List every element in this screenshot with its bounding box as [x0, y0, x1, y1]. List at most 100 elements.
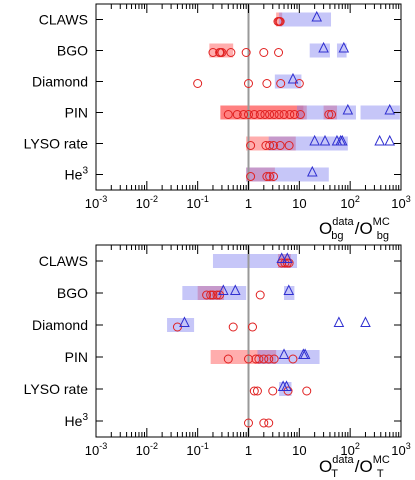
- point-circle-2: [274, 17, 284, 26]
- point-triangle-2: [338, 41, 350, 53]
- point-triangle-13: [307, 165, 318, 177]
- x-tick-label: 10-3: [85, 441, 107, 458]
- point-circle-3: [208, 48, 218, 57]
- x-tick-label: 10-1: [186, 441, 208, 458]
- point-circle-11: [193, 79, 203, 88]
- axis-label-part: T: [377, 468, 384, 480]
- point-circle-28: [289, 110, 299, 119]
- axis-label-part: data: [332, 454, 354, 466]
- axis-label-part: O: [360, 457, 373, 476]
- point-circle-34: [265, 141, 275, 150]
- category-label-main: He: [65, 167, 83, 183]
- point-circle-13: [223, 354, 233, 364]
- axis-label-part: MC: [373, 216, 390, 228]
- point-triangle-10: [336, 134, 348, 146]
- point-triangle-1: [318, 41, 329, 53]
- point-circle-26: [279, 110, 289, 119]
- x-tick-base: 10: [340, 443, 354, 458]
- point-circle-5: [206, 290, 216, 300]
- band-blue-3: [274, 74, 302, 89]
- point-circle-13: [262, 79, 272, 88]
- band-blue-7: [246, 167, 329, 182]
- x-tick-base: 10: [340, 196, 354, 211]
- point-circle-36: [275, 141, 285, 150]
- x-tick-label: 10: [292, 443, 306, 458]
- point-circle-14: [276, 79, 286, 88]
- category-label-sup: 3: [82, 166, 88, 177]
- x-tick-label: 103: [391, 441, 410, 458]
- point-circle-39: [262, 172, 272, 181]
- point-circle-6: [208, 290, 218, 300]
- point-circle-40: [265, 172, 275, 181]
- x-tick-base: 10: [391, 443, 405, 458]
- point-circle-12: [248, 322, 258, 332]
- point-circle-18: [239, 110, 249, 119]
- point-triangle-12: [384, 134, 396, 146]
- point-triangle-3: [287, 72, 299, 84]
- x-tick-base: 10: [391, 196, 405, 211]
- point-circle-21: [249, 386, 259, 396]
- x-tick-label: 10-1: [186, 194, 208, 211]
- point-circle-30: [324, 110, 334, 119]
- x-tick-exponent: -1: [201, 441, 209, 451]
- x-tick-label: 10-2: [136, 194, 158, 211]
- point-circle-11: [228, 322, 238, 332]
- point-triangle-12: [281, 380, 292, 391]
- band-blue-6: [268, 136, 348, 151]
- x-tick-base: 10: [85, 196, 99, 211]
- point-triangle-0: [311, 10, 323, 22]
- point-circle-16: [254, 354, 264, 364]
- point-circle-24: [269, 110, 279, 119]
- x-tick-label: 102: [340, 194, 359, 211]
- band-blue-0: [279, 12, 332, 27]
- axis-label-part: O: [319, 457, 332, 476]
- axis-label-part: MC: [373, 454, 390, 466]
- x-tick-exponent: -2: [150, 194, 158, 204]
- point-triangle-11: [374, 134, 385, 146]
- point-circle-38: [246, 172, 256, 181]
- x-tick-exponent: 3: [406, 194, 411, 204]
- point-circle-23: [265, 110, 275, 119]
- band-red-6: [246, 167, 275, 182]
- point-triangle-0: [276, 252, 288, 263]
- category-label: PIN: [65, 349, 88, 365]
- band-red-1: [209, 43, 234, 58]
- category-label: CLAWS: [39, 253, 88, 269]
- category-label-sup: 3: [82, 412, 88, 423]
- point-triangle-6: [309, 134, 320, 146]
- point-circle-12: [244, 79, 253, 88]
- axis-label-part: /: [355, 457, 360, 476]
- point-triangle-1: [281, 252, 293, 263]
- point-circle-26: [244, 418, 253, 428]
- point-circle-17: [259, 354, 269, 364]
- category-label: He3: [65, 412, 89, 429]
- x-tick-label: 10-3: [85, 194, 107, 211]
- x-axis-label: Odata bg/OMC bg: [319, 216, 390, 242]
- axis-label-part: bg: [331, 230, 343, 242]
- x-tick-base: 10: [136, 196, 150, 211]
- point-circle-20: [249, 110, 259, 119]
- point-circle-19: [269, 354, 279, 364]
- point-circle-28: [264, 418, 274, 428]
- band-red-1: [197, 286, 225, 300]
- point-circle-25: [274, 110, 284, 119]
- band-blue-4: [257, 350, 320, 364]
- category-label: He3: [65, 166, 89, 183]
- x-tick-exponent: 2: [355, 441, 360, 451]
- point-circle-35: [268, 141, 278, 150]
- x-tick-base: 1: [245, 196, 252, 211]
- band-blue-4: [297, 105, 356, 120]
- x-tick-base: 10: [85, 443, 99, 458]
- x-tick-base: 10: [292, 443, 306, 458]
- point-circle-21: [255, 110, 265, 119]
- point-circle-14: [244, 354, 253, 364]
- category-label: BGO: [57, 43, 88, 59]
- point-circle-22: [260, 110, 270, 119]
- point-triangle-3: [229, 284, 241, 295]
- point-triangle-5: [179, 316, 190, 327]
- band-red-5: [246, 136, 296, 151]
- x-tick-base: 10: [292, 196, 306, 211]
- x-tick-label: 103: [391, 194, 410, 211]
- x-tick-exponent: 2: [355, 194, 360, 204]
